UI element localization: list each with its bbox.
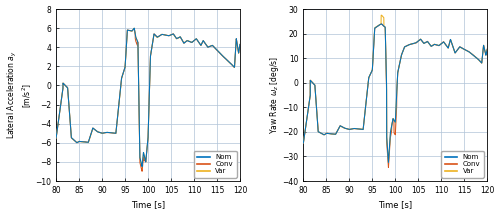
Y-axis label: Yaw Rate $\omega_z$ [deg/s]: Yaw Rate $\omega_z$ [deg/s]	[268, 56, 281, 134]
Legend: Nom, Conv, Var: Nom, Conv, Var	[194, 150, 236, 178]
Legend: Nom, Conv, Var: Nom, Conv, Var	[441, 150, 484, 178]
Y-axis label: Lateral Acceleration $a_y$
[m/s$^2$]: Lateral Acceleration $a_y$ [m/s$^2$]	[6, 51, 34, 140]
X-axis label: Time [s]: Time [s]	[131, 200, 165, 209]
X-axis label: Time [s]: Time [s]	[378, 200, 412, 209]
